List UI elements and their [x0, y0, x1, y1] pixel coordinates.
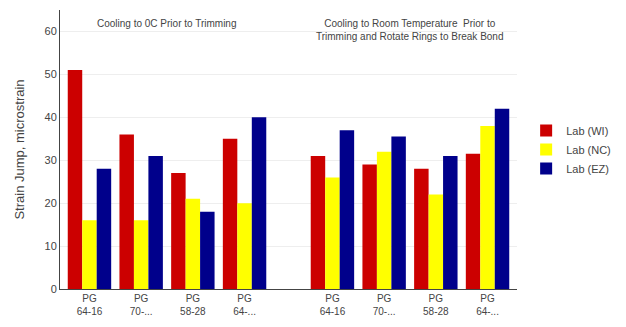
svg-text:Cooling to 0C Prior to Trimmin: Cooling to 0C Prior to Trimming	[97, 18, 237, 29]
svg-text:PG64-...: PG64-...	[476, 293, 499, 317]
svg-text:PG64-16: PG64-16	[320, 293, 346, 317]
svg-text:50: 50	[45, 68, 57, 80]
svg-text:20: 20	[45, 197, 57, 209]
svg-text:Strain Jump, microstrain: Strain Jump, microstrain	[12, 79, 27, 219]
svg-text:Lab (EZ): Lab (EZ)	[566, 163, 609, 175]
svg-text:40: 40	[45, 111, 57, 123]
svg-text:Cooling to Room Temperature P: Cooling to Room Temperature Prior toTrim…	[316, 18, 504, 42]
svg-text:10: 10	[45, 240, 57, 252]
svg-text:PG58-28: PG58-28	[180, 293, 206, 317]
svg-text:Lab (NC): Lab (NC)	[566, 144, 611, 156]
svg-text:Lab (WI): Lab (WI)	[566, 125, 608, 137]
svg-text:60: 60	[45, 25, 57, 37]
svg-text:30: 30	[45, 154, 57, 166]
svg-text:PG64-16: PG64-16	[77, 293, 103, 317]
svg-text:PG70-...: PG70-...	[130, 293, 153, 317]
svg-text:PG70-...: PG70-...	[373, 293, 396, 317]
svg-text:PG58-28: PG58-28	[423, 293, 449, 317]
svg-text:PG64-...: PG64-...	[233, 293, 256, 317]
svg-text:0: 0	[51, 283, 57, 295]
